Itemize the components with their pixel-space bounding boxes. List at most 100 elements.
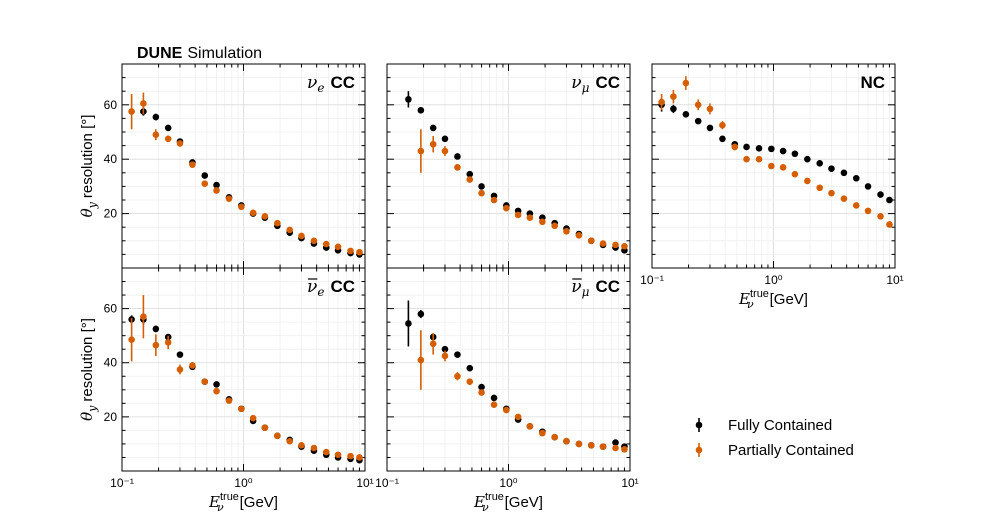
data-point [755,155,763,163]
data-point [612,241,619,249]
x-tick-label: 10⁰ [234,476,252,490]
data-point [828,189,835,197]
data-point [682,111,690,118]
series-fully-contained [140,107,363,258]
data-point [201,172,209,179]
y-tick-label: 40 [104,356,118,370]
data-point [612,444,619,452]
data-point [405,96,412,103]
data-point [719,121,726,129]
data-point [587,441,595,449]
x-axis-label: Etrue ν [GeV] [473,491,543,514]
data-point [779,164,787,171]
data-point [441,352,449,360]
data-point [454,351,461,358]
data-point [356,248,363,256]
data-point [249,414,257,422]
data-point [417,310,425,318]
data-point [828,165,835,173]
data-point [164,135,172,143]
data-point [682,79,690,87]
data-point [670,105,677,113]
data-point [840,195,848,202]
data-point [466,176,474,183]
x-axis-label: Etrue ν [GeV] [208,491,278,514]
x-tick-label: 10¹ [621,476,638,490]
experiment-name: DUNE [137,45,183,62]
data-point [864,207,872,215]
data-point [539,429,546,437]
data-point [599,443,607,450]
data-point [503,406,510,414]
data-point [563,227,570,235]
data-point [201,378,209,385]
data-point [791,150,799,158]
data-point [612,439,619,446]
data-point [706,124,714,132]
data-point [213,381,220,388]
ticks [386,268,631,471]
data-point [152,131,160,139]
data-point [298,232,305,240]
data-point [454,372,461,380]
data-point [886,221,893,228]
series-fully-contained [405,300,628,450]
legend: Fully Contained Partially Contained [695,417,854,459]
x-axis-label: Etrue ν [GeV] [738,288,808,311]
data-point [238,405,245,413]
data-point [478,389,485,396]
x-tick-label: 10⁻¹ [375,476,399,490]
legend-label: Fully Contained [728,417,832,434]
data-point [599,240,607,247]
legend-label: Partially Contained [728,442,854,459]
data-point [551,433,558,441]
data-point [189,161,196,168]
grid [121,268,365,471]
data-point [743,155,750,163]
x-tick-label: 10⁻¹ [110,476,134,490]
data-point [429,340,437,348]
data-point [310,444,318,452]
data-point [213,181,220,189]
data-point [261,424,269,431]
series-partially-contained [658,76,893,228]
data-point [334,243,342,251]
data-point [694,117,702,125]
panel-top-middle: νμ CC [386,63,631,269]
data-point [779,147,787,155]
x-tick-label: 10⁻¹ [640,273,664,287]
data-point [225,397,233,404]
y-tick-label: 40 [104,152,118,166]
data-point [405,320,412,327]
ticks [121,268,366,471]
data-point [551,222,558,230]
data-point [864,183,872,190]
data-point [886,196,893,204]
data-point [454,164,461,171]
panel-label: νe CC [307,73,355,95]
data-point [694,101,702,109]
data-point [490,401,498,408]
data-point [877,213,884,220]
panel-top-right: 10⁻¹ 10⁰ 10¹ Etrue ν [GeV] NC [640,63,904,311]
panel-label: NC [860,73,885,92]
data-point [152,113,160,121]
data-point [140,313,147,321]
data-point [128,108,135,115]
data-point [238,203,245,211]
data-point [852,174,860,182]
series-fully-contained [658,98,893,204]
y-axis-label: θyresolution [°] [78,318,99,421]
legend-marker [695,446,703,454]
ticks [651,64,896,268]
data-point [670,93,677,100]
y-axis-label: θyresolution [°] [78,115,99,218]
data-point [743,143,750,151]
data-point [249,209,257,217]
data-point [804,177,811,185]
data-point [164,124,172,132]
grid [121,64,365,268]
data-point [526,423,534,430]
data-point [563,437,570,445]
